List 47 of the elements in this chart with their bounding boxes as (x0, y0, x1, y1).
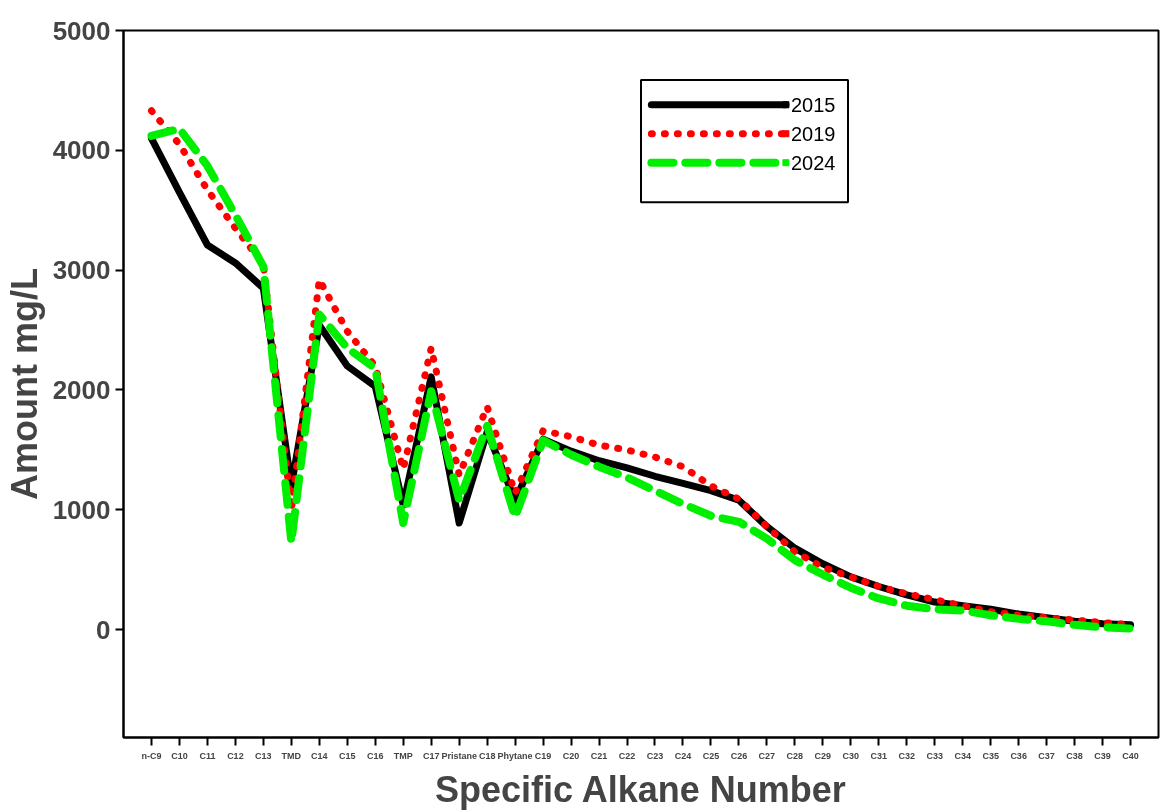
y-tick-label: 1000 (52, 494, 111, 525)
x-tick-label: C22 (618, 750, 636, 761)
x-tick-label: Pristane (441, 750, 477, 761)
x-tick-label: C40 (1122, 750, 1139, 761)
x-tick-label: C19 (534, 750, 552, 761)
x-tick-label: C37 (1038, 750, 1055, 761)
x-tick-label: n-C9 (141, 750, 162, 761)
y-axis-title: Amount mg/L (3, 268, 45, 500)
x-tick-label: C24 (674, 750, 692, 761)
legend-label: 2015 (790, 93, 836, 116)
x-tick-label: C30 (842, 750, 860, 761)
x-tick-label: C21 (590, 750, 608, 761)
x-tick-label: C26 (730, 750, 748, 761)
x-tick-label: C12 (227, 750, 244, 761)
x-tick-label: C20 (562, 750, 580, 761)
x-tick-label: C28 (786, 750, 804, 761)
y-tick-label: 4000 (52, 135, 111, 166)
x-tick-label: C35 (982, 750, 999, 761)
y-tick-label: 3000 (52, 255, 111, 286)
x-tick-label: C39 (1094, 750, 1111, 761)
x-tick-label: C10 (171, 750, 188, 761)
x-tick-label: TMP (393, 750, 413, 761)
x-tick-label: C11 (199, 750, 216, 761)
x-tick-label: C17 (422, 750, 440, 761)
y-tick-label: 2000 (52, 374, 111, 405)
legend-label: 2019 (790, 122, 836, 145)
x-tick-label: C36 (1010, 750, 1027, 761)
x-tick-label: Phytane (497, 750, 533, 761)
x-tick-label: C31 (870, 750, 888, 761)
x-tick-label: C25 (702, 750, 720, 761)
x-axis-title: Specific Alkane Number (434, 768, 846, 810)
x-tick-label: C38 (1066, 750, 1083, 761)
x-tick-label: C14 (311, 750, 328, 761)
x-tick-label: C15 (339, 750, 356, 761)
x-tick-label: C34 (954, 750, 971, 761)
x-tick-label: TMD (281, 750, 302, 761)
x-tick-label: C29 (814, 750, 832, 761)
legend-label: 2024 (790, 151, 836, 174)
x-tick-label: C23 (646, 750, 664, 761)
x-tick-label: C27 (758, 750, 776, 761)
y-tick-label: 0 (96, 614, 111, 645)
x-tick-label: C33 (926, 750, 943, 761)
x-tick-label: C18 (478, 750, 496, 761)
y-tick-label: 5000 (52, 15, 111, 46)
x-tick-label: C32 (898, 750, 915, 761)
x-tick-label: C16 (367, 750, 384, 761)
x-tick-label: C13 (255, 750, 272, 761)
